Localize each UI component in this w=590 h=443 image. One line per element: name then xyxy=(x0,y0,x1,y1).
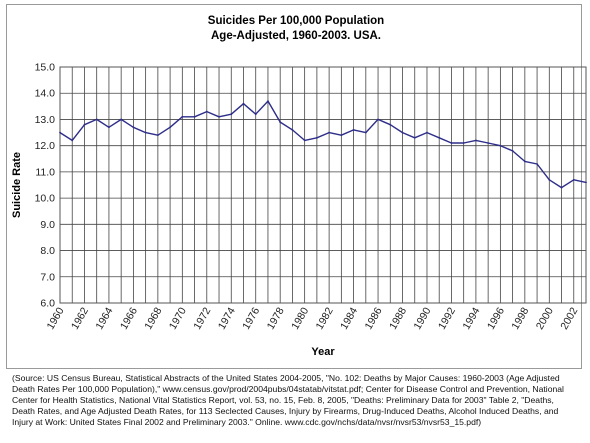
data-point xyxy=(132,126,135,129)
data-point xyxy=(401,131,404,134)
x-tick-label: 1980 xyxy=(289,305,311,331)
data-point xyxy=(548,178,551,181)
x-tick-label: 1994 xyxy=(460,305,482,331)
x-tick-label: 1990 xyxy=(412,305,434,331)
data-point xyxy=(352,129,355,131)
data-point xyxy=(181,115,184,118)
x-tick-label: 1962 xyxy=(69,305,91,331)
data-point xyxy=(438,136,441,139)
data-point xyxy=(242,102,245,105)
data-point xyxy=(523,160,526,163)
data-point xyxy=(377,118,379,121)
x-axis-label: Year xyxy=(311,346,335,358)
x-axis-ticks: 1960 1962 1964 1966 1968 1970 1972 1974 1976 1978… xyxy=(45,305,581,331)
data-point xyxy=(120,118,123,121)
y-axis-ticks: 6.0 7.0 8.0 9.0 10.0 11.0 12.0 13.0 14.0 15.0 xyxy=(35,62,56,310)
data-point xyxy=(462,142,465,144)
plot-area-border xyxy=(59,66,587,304)
x-tick-label: 1974 xyxy=(216,305,238,331)
source-note: (Source: US Census Bureau, Statistical A… xyxy=(12,373,564,427)
data-point xyxy=(291,129,294,131)
x-tick-label: 2000 xyxy=(534,305,556,331)
chart-title: Suicides Per 100,000 Population xyxy=(208,15,384,27)
x-tick-label: 1972 xyxy=(191,305,213,331)
x-tick-label: 1992 xyxy=(436,305,458,331)
x-tick-label: 1976 xyxy=(240,305,262,331)
x-tick-label: 1984 xyxy=(338,305,360,331)
x-tick-label: 1996 xyxy=(485,305,507,331)
data-point xyxy=(328,131,331,134)
y-axis-label: Suicide Rate xyxy=(11,152,23,218)
data-point xyxy=(71,139,74,142)
x-tick-label: 1978 xyxy=(265,305,287,331)
data-point xyxy=(340,134,343,137)
data-point xyxy=(193,115,196,118)
series-line xyxy=(59,100,587,189)
data-point xyxy=(499,144,502,147)
data-point xyxy=(156,134,159,137)
x-tick-label: 1998 xyxy=(509,305,531,331)
data-point xyxy=(254,113,257,116)
x-tick-label: 1968 xyxy=(142,305,164,331)
data-point xyxy=(413,136,416,139)
y-tick-label: 15.0 xyxy=(35,62,56,74)
data-point xyxy=(230,113,233,116)
data-point xyxy=(389,123,392,126)
data-point xyxy=(205,110,208,113)
data-point xyxy=(315,136,318,139)
data-point xyxy=(511,150,514,152)
chart-frame xyxy=(6,4,582,369)
data-point xyxy=(95,118,98,121)
data-point xyxy=(59,131,61,134)
data-point xyxy=(83,123,86,126)
data-point xyxy=(144,131,147,134)
x-tick-label: 1986 xyxy=(363,305,385,331)
x-tick-label: 1982 xyxy=(314,305,336,331)
data-point xyxy=(303,139,306,142)
data-point xyxy=(169,126,171,129)
y-tick-label: 9.0 xyxy=(40,219,55,231)
data-point xyxy=(218,115,220,118)
data-point xyxy=(279,121,282,123)
y-tick-label: 11.0 xyxy=(35,166,55,178)
data-point xyxy=(108,126,110,129)
data-point xyxy=(475,139,477,142)
y-tick-label: 14.0 xyxy=(35,88,56,100)
x-tick-label: 1964 xyxy=(93,305,115,331)
y-tick-label: 10.0 xyxy=(35,193,56,205)
y-tick-label: 13.0 xyxy=(35,114,56,126)
y-tick-label: 6.0 xyxy=(40,298,55,310)
series-group xyxy=(59,100,587,189)
y-tick-label: 12.0 xyxy=(35,140,56,152)
data-point xyxy=(585,181,587,184)
data-point xyxy=(450,142,453,144)
chart-subtitle: Age-Adjusted, 1960-2003. USA. xyxy=(211,30,381,42)
gridlines xyxy=(59,66,587,304)
x-tick-label: 2002 xyxy=(558,305,580,331)
data-point xyxy=(536,163,538,165)
data-point xyxy=(364,131,367,134)
data-point xyxy=(572,178,575,181)
data-point xyxy=(426,131,428,134)
data-point xyxy=(560,186,563,189)
data-point xyxy=(487,142,490,144)
data-point xyxy=(267,100,269,102)
x-tick-label: 1966 xyxy=(118,305,140,331)
x-tick-label: 1988 xyxy=(387,305,409,331)
y-tick-label: 7.0 xyxy=(40,271,55,283)
line-chart: Suicides Per 100,000 Population Age-Adju… xyxy=(11,15,587,358)
x-tick-label: 1970 xyxy=(167,305,189,331)
y-tick-label: 8.0 xyxy=(40,245,55,257)
